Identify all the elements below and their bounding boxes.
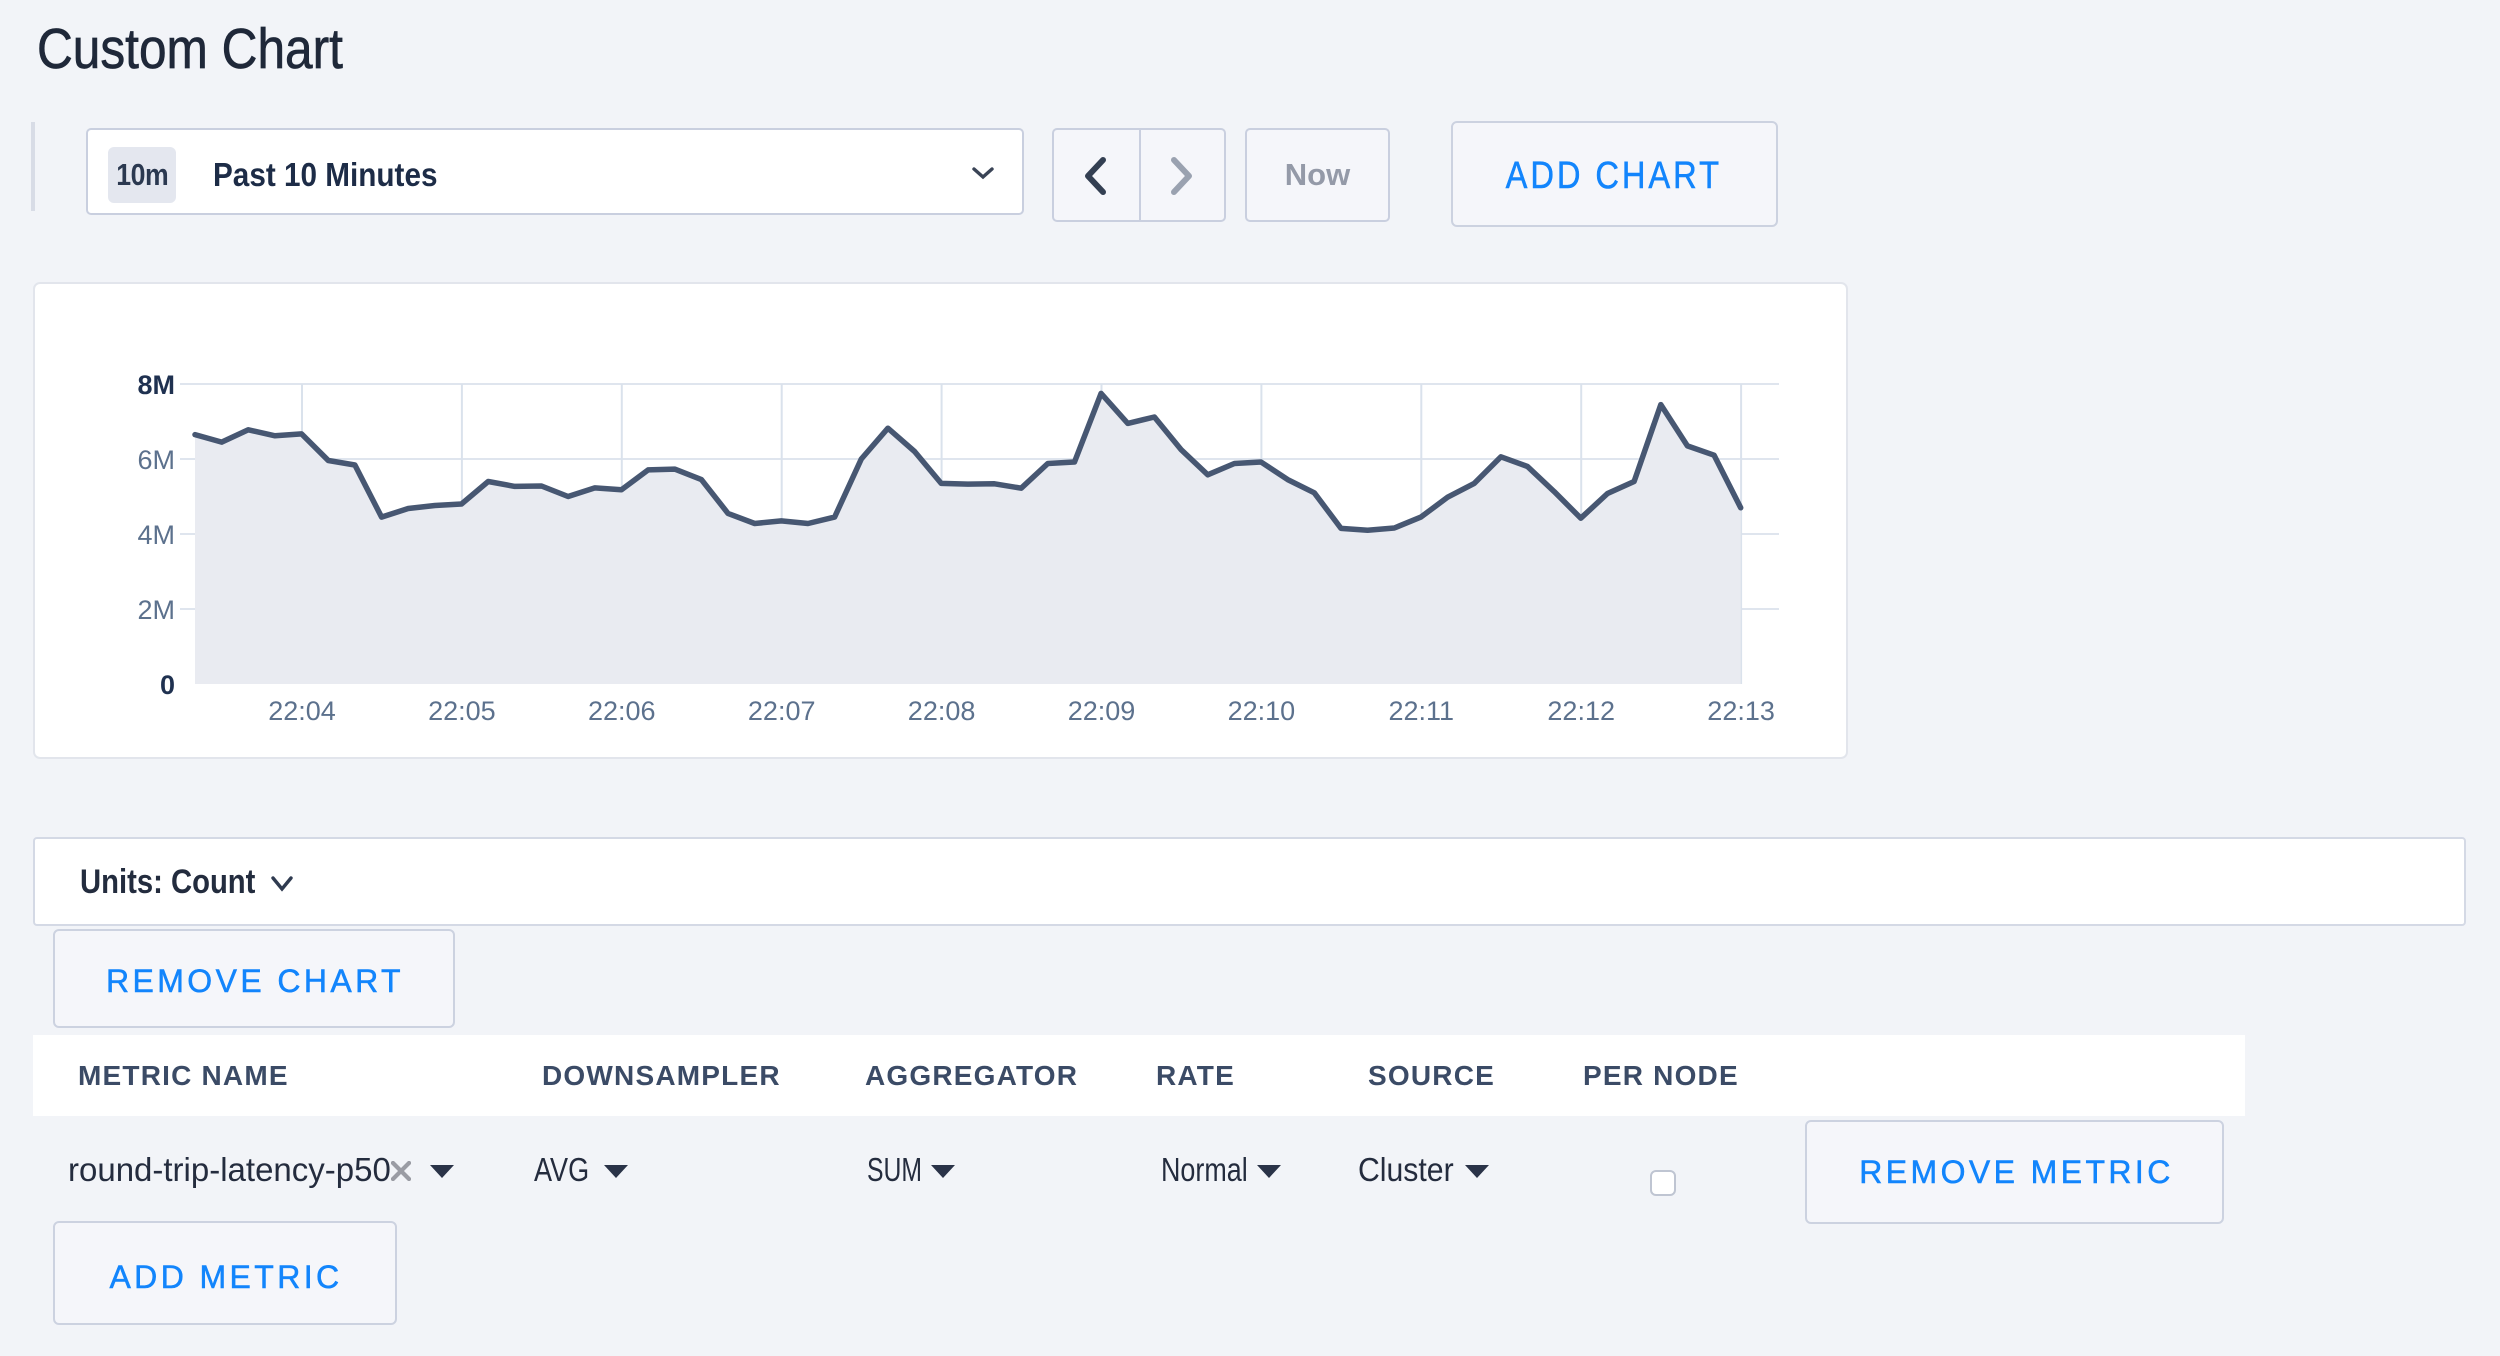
svg-text:4M: 4M bbox=[137, 520, 175, 550]
svg-text:22:12: 22:12 bbox=[1547, 696, 1615, 726]
svg-text:22:08: 22:08 bbox=[908, 696, 976, 726]
svg-text:22:05: 22:05 bbox=[428, 696, 496, 726]
svg-text:22:10: 22:10 bbox=[1228, 696, 1296, 726]
svg-text:6M: 6M bbox=[137, 445, 175, 475]
svg-text:22:04: 22:04 bbox=[268, 696, 336, 726]
svg-text:22:07: 22:07 bbox=[748, 696, 816, 726]
svg-text:8M: 8M bbox=[137, 370, 175, 400]
svg-text:2M: 2M bbox=[137, 595, 175, 625]
svg-text:22:09: 22:09 bbox=[1068, 696, 1136, 726]
svg-text:22:11: 22:11 bbox=[1389, 696, 1455, 726]
svg-text:0: 0 bbox=[160, 670, 175, 700]
svg-text:22:13: 22:13 bbox=[1707, 696, 1775, 726]
svg-text:22:06: 22:06 bbox=[588, 696, 656, 726]
